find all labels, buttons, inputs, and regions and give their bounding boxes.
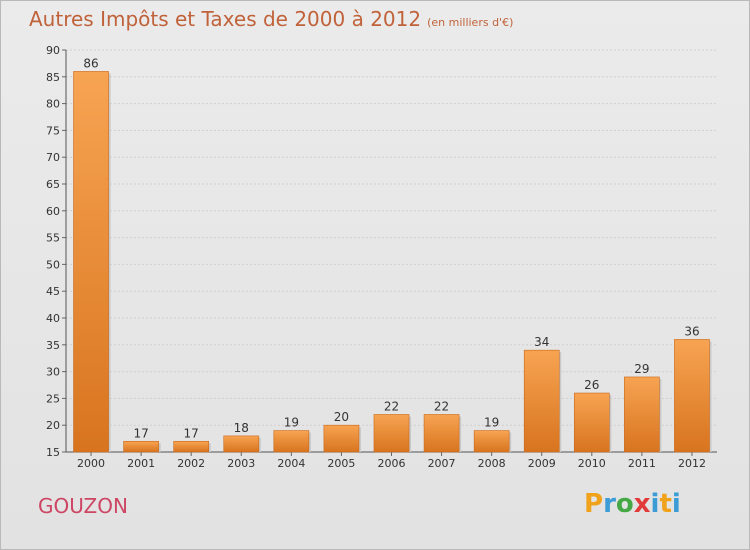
x-tick-label: 2001 <box>127 457 155 470</box>
x-tick-label: 2006 <box>378 457 406 470</box>
axes: 15 20 25 30 35 40 45 50 55 60 65 70 75 80 85 90 2000 2001… <box>46 44 717 470</box>
bar-2012 <box>674 339 710 453</box>
commune-name: GOUZON <box>38 494 128 518</box>
bar-2011 <box>624 376 660 453</box>
bar-2007 <box>423 414 460 453</box>
x-tick-label: 2012 <box>678 457 706 470</box>
data-label: 22 <box>384 399 399 413</box>
y-tick-label: 40 <box>46 312 60 325</box>
data-labels: 86 17 17 18 19 20 22 22 19 34 26 29 36 <box>83 56 699 440</box>
data-label: 20 <box>334 410 349 424</box>
y-tick-label: 85 <box>46 71 60 84</box>
data-label: 17 <box>184 426 199 440</box>
bar-2010 <box>573 392 610 453</box>
chart-title-text: Autres Impôts et Taxes de 2000 à 2012 <box>29 7 422 31</box>
data-label: 17 <box>133 426 148 440</box>
y-tick-label: 60 <box>46 205 60 218</box>
x-tick-label: 2003 <box>227 457 255 470</box>
bar-2004 <box>273 430 310 453</box>
logo-letter: i <box>671 489 681 519</box>
y-tick-label: 30 <box>46 366 60 379</box>
data-label: 36 <box>684 324 699 338</box>
logo-letter: o <box>615 489 634 519</box>
data-label: 19 <box>284 416 299 430</box>
bar-2009 <box>523 349 560 453</box>
y-tick-label: 15 <box>46 446 60 459</box>
bar-2003 <box>223 435 260 453</box>
bar-2006 <box>373 414 410 453</box>
y-tick-label: 75 <box>46 124 60 137</box>
logo-letter: P <box>584 489 604 519</box>
bar-2005 <box>323 424 360 453</box>
y-tick-label: 45 <box>46 285 60 298</box>
bars <box>73 71 712 453</box>
bar-2002 <box>173 440 210 453</box>
x-tick-label: 2007 <box>428 457 456 470</box>
bar-2001 <box>123 440 159 453</box>
data-label: 29 <box>634 362 649 376</box>
logo-letter: r <box>603 489 616 519</box>
y-tick-label: 90 <box>46 44 60 57</box>
grid <box>66 49 717 426</box>
y-tick-label: 50 <box>46 258 60 271</box>
logo-letter: x <box>633 489 651 519</box>
y-tick-label: 80 <box>46 98 60 111</box>
y-tick-label: 70 <box>46 151 60 164</box>
proxiti-logo: Proxiti <box>584 489 681 519</box>
chart-title: Autres Impôts et Taxes de 2000 à 2012 (en… <box>29 7 513 31</box>
x-tick-label: 2004 <box>277 457 305 470</box>
y-tick-label: 25 <box>46 392 60 405</box>
x-tick-label: 2011 <box>628 457 656 470</box>
bar-2008 <box>473 430 510 453</box>
data-label: 86 <box>83 56 98 70</box>
x-tick-label: 2009 <box>528 457 556 470</box>
y-tick-label: 55 <box>46 232 60 245</box>
x-tick-label: 2000 <box>77 457 105 470</box>
y-tick-label: 20 <box>46 419 60 432</box>
x-tick-label: 2008 <box>478 457 506 470</box>
data-label: 34 <box>534 335 549 349</box>
x-tick-label: 2010 <box>578 457 606 470</box>
logo-letter: t <box>659 489 672 519</box>
y-tick-label: 35 <box>46 339 60 352</box>
chart-unit: (en milliers d'€) <box>427 16 514 29</box>
y-tick-label: 65 <box>46 178 60 191</box>
x-tick-label: 2002 <box>177 457 205 470</box>
data-label: 22 <box>434 399 449 413</box>
data-label: 18 <box>234 421 249 435</box>
bar-2000 <box>73 71 109 453</box>
logo-letter: i <box>650 489 660 519</box>
x-tick-label: 2005 <box>327 457 355 470</box>
data-label: 19 <box>484 416 499 430</box>
data-label: 26 <box>584 378 599 392</box>
